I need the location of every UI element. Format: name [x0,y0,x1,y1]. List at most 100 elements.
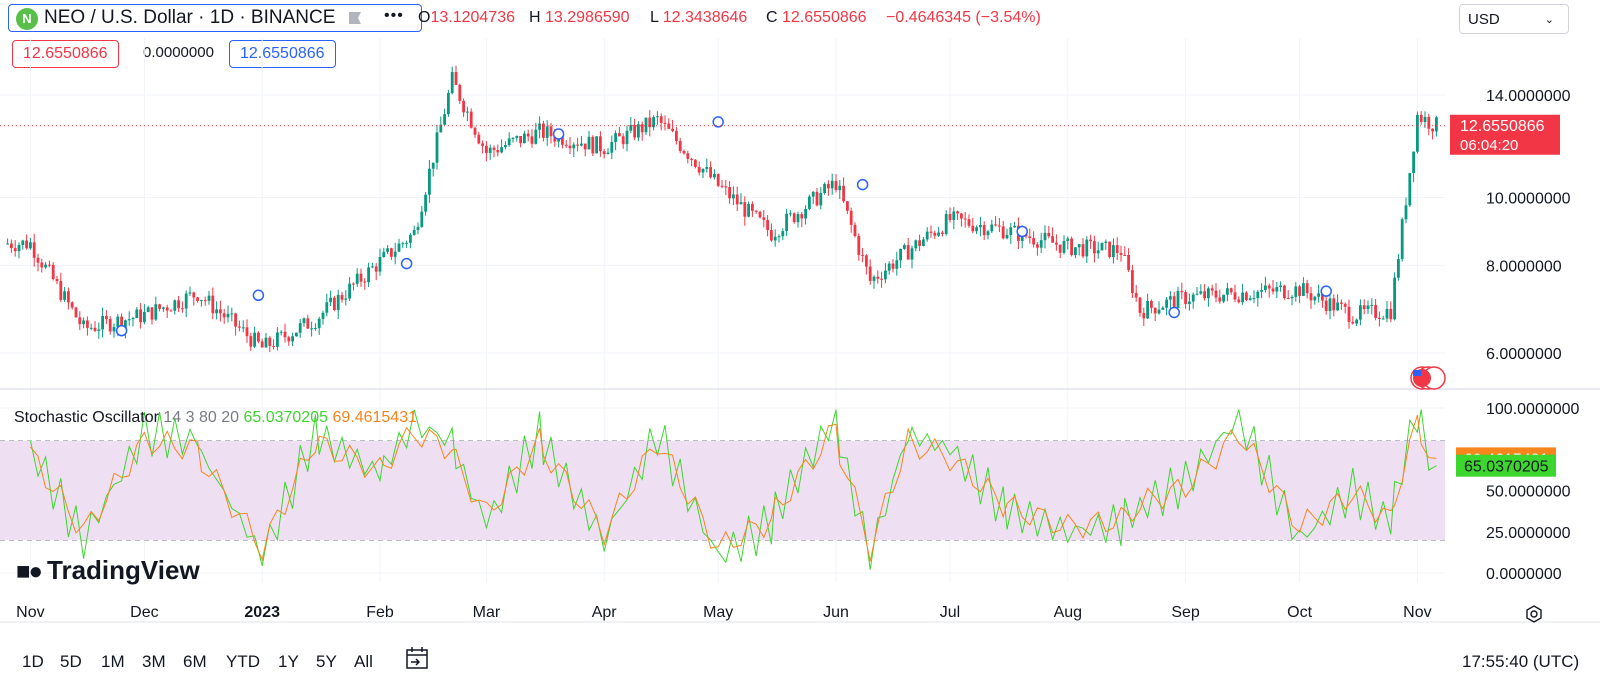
ohlc-open: O13.1204736 [418,9,515,27]
event-marker-icon[interactable] [400,257,413,270]
event-marker-icon[interactable] [115,324,128,337]
candle-body [1222,294,1225,302]
candle-body [420,211,424,227]
candle-body [416,226,420,231]
candle-body [1252,298,1256,300]
candle-body [367,267,370,283]
ohlc-low: L 12.3438646 [650,9,747,27]
candle-body [29,242,32,249]
time-tick-label: Jul [940,604,960,621]
candle-body [1146,300,1149,319]
candle-body [1290,296,1294,299]
candle-body [184,293,188,309]
candle-body [895,260,899,269]
candle-body [694,159,697,167]
osc-tick-label: 0.0000000 [1486,566,1562,583]
event-marker-icon[interactable] [1168,306,1180,319]
last-price-pill[interactable]: 12.6550866 [12,40,119,68]
candle-body [671,128,674,132]
candle-body [504,145,507,148]
candle-body [1184,292,1187,305]
candle-body [393,251,397,257]
candle-body [162,307,165,309]
candle-body [447,93,450,115]
timeframe-1d[interactable]: 1D [22,652,44,671]
candle-body [1416,114,1419,152]
candle-body [884,270,887,280]
candle-body [583,143,587,150]
candle-body [789,213,792,215]
timeframe-3m[interactable]: 3M [142,652,166,671]
currency-select[interactable]: USD ⌄ [1459,4,1569,34]
candle-body [713,174,716,178]
tradingview-logo[interactable]: ■● TradingView [16,555,200,586]
timeframe-5y[interactable]: 5Y [316,652,337,671]
candle-body [1298,286,1301,296]
event-marker-icon[interactable] [1016,225,1028,238]
candle-body [1218,297,1222,302]
timeframe-1m[interactable]: 1M [101,652,125,671]
event-marker-icon[interactable] [712,116,724,128]
settings-icon[interactable] [1525,605,1543,623]
event-marker-icon[interactable] [856,178,869,191]
candle-body [321,312,325,319]
candle-body [70,302,74,308]
candle-body [637,124,640,138]
candle-body [1119,253,1123,255]
candle-body [260,341,264,348]
candle-body [131,318,135,320]
candle-body [849,210,853,225]
candle-body [678,140,682,152]
event-marker-icon[interactable] [552,128,565,140]
candle-body [827,183,830,189]
candle-body [629,125,633,131]
candle-body [409,234,412,243]
candle-body [462,100,465,113]
candle-body [857,236,861,255]
date-range-icon[interactable] [405,646,431,672]
candle-body [986,231,990,236]
candle-body [553,136,557,142]
candle-body [564,144,568,146]
candle-body [792,213,796,223]
symbol-title[interactable]: NEO / U.S. Dollar · 1D · BINANCE [44,7,336,28]
candle-body [355,273,359,284]
oscillator-d-value: 69.4615431 [332,409,417,426]
candle-body [659,116,663,123]
candle-body [264,337,268,348]
timeframe-1y[interactable]: 1Y [278,652,299,671]
candle-body [238,326,241,328]
candle-body [1036,244,1039,248]
candle-body [469,111,473,128]
currency-flag-icon[interactable] [1410,366,1446,390]
timeframe-ytd[interactable]: YTD [226,652,260,671]
flag-icon[interactable] [346,10,364,26]
candle-body [1058,244,1062,253]
candle-body [450,72,454,94]
ohlc-high: H 13.2986590 [529,9,630,27]
time-tick-label: Jun [823,604,849,621]
clock-timezone[interactable]: 17:55:40 (UTC) [1462,652,1580,671]
candle-body [1374,304,1377,318]
event-marker-icon[interactable] [252,289,265,302]
candle-body [1355,319,1358,324]
timeframe-6m[interactable]: 6M [183,652,207,671]
candle-body [234,313,237,327]
symbol-search-box[interactable] [8,4,422,32]
more-options-icon[interactable]: ••• [384,7,404,24]
candle-body [173,300,177,311]
timeframe-all[interactable]: All [354,652,373,671]
time-tick-label: Apr [592,604,618,621]
candle-body [397,243,401,252]
candle-body [120,316,123,330]
price-tick-label: 8.0000000 [1486,258,1562,275]
candle-body [1127,254,1130,271]
candle-body [1324,300,1328,311]
candle-body [1032,238,1035,245]
bid-price-pill[interactable]: 12.6550866 [229,40,336,68]
candle-body [1309,293,1313,301]
oscillator-legend[interactable]: Stochastic Oscillator 14 3 80 20 65.0370… [14,409,417,427]
timeframe-5d[interactable]: 5D [60,652,82,671]
event-marker-icon[interactable] [1320,285,1332,297]
